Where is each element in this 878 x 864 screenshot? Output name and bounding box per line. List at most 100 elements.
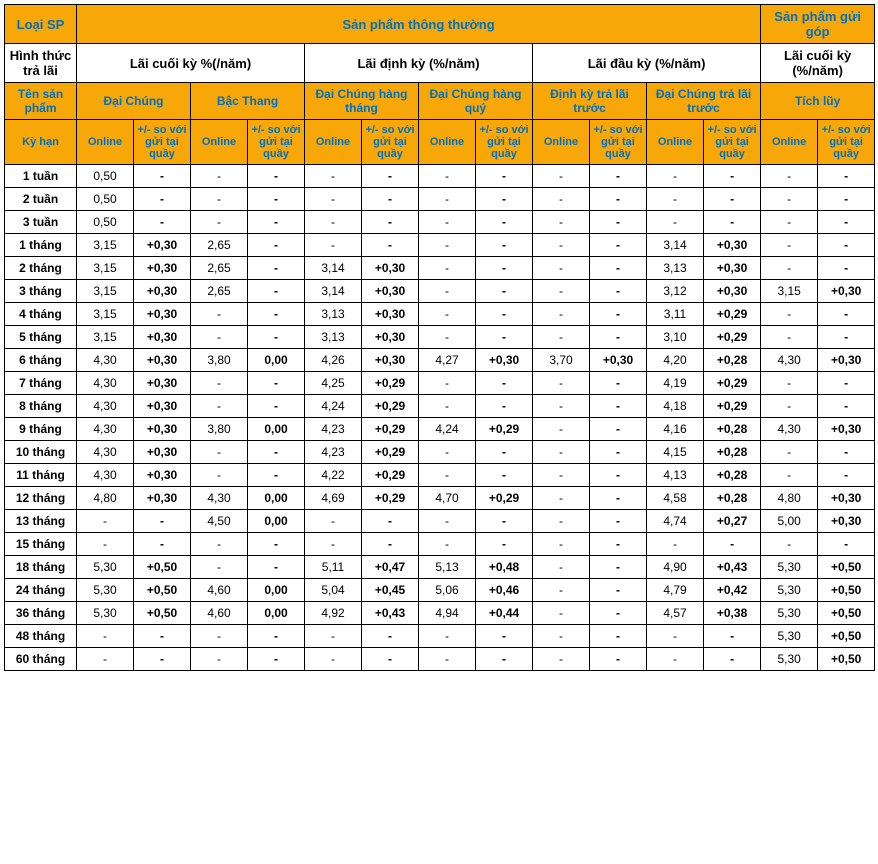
term-label: 48 tháng bbox=[5, 625, 77, 648]
rate-online: 4,15 bbox=[647, 441, 704, 464]
term-label: 5 tháng bbox=[5, 326, 77, 349]
rate-diff: +0,28 bbox=[704, 464, 761, 487]
rate-diff: - bbox=[248, 625, 305, 648]
rate-diff: - bbox=[818, 464, 875, 487]
rate-diff: - bbox=[590, 257, 647, 280]
rate-diff: - bbox=[818, 257, 875, 280]
rate-online: 4,20 bbox=[647, 349, 704, 372]
rate-diff: +0,28 bbox=[704, 418, 761, 441]
rate-online: - bbox=[647, 165, 704, 188]
rate-diff: +0,30 bbox=[362, 349, 419, 372]
rate-online: 2,65 bbox=[191, 257, 248, 280]
rate-diff: - bbox=[134, 211, 191, 234]
rate-online: - bbox=[533, 579, 590, 602]
table-row: 36 tháng5,30+0,504,600,004,92+0,434,94+0… bbox=[5, 602, 875, 625]
rate-online: 4,90 bbox=[647, 556, 704, 579]
rate-online: - bbox=[533, 280, 590, 303]
rate-online: - bbox=[533, 257, 590, 280]
hdr-lai-dau-ky: Lãi đầu kỳ (%/năm) bbox=[533, 44, 761, 83]
rate-online: 3,15 bbox=[77, 280, 134, 303]
rate-diff: - bbox=[590, 395, 647, 418]
rate-online: 4,30 bbox=[77, 441, 134, 464]
rate-diff: - bbox=[476, 326, 533, 349]
rate-online: - bbox=[647, 211, 704, 234]
rate-diff: +0,28 bbox=[704, 349, 761, 372]
rate-diff: - bbox=[248, 303, 305, 326]
rate-diff: - bbox=[704, 211, 761, 234]
rate-online: - bbox=[533, 510, 590, 533]
rate-diff: +0,46 bbox=[476, 579, 533, 602]
rate-online: - bbox=[647, 625, 704, 648]
rate-diff: +0,50 bbox=[134, 602, 191, 625]
rate-online: 4,80 bbox=[761, 487, 818, 510]
hdr-tich-luy: Tích lũy bbox=[761, 83, 875, 120]
rate-diff: - bbox=[476, 510, 533, 533]
rate-diff: +0,30 bbox=[134, 326, 191, 349]
rate-diff: - bbox=[248, 533, 305, 556]
hdr-dc-hang-thang: Đại Chúng hàng tháng bbox=[305, 83, 419, 120]
rate-online: 3,14 bbox=[647, 234, 704, 257]
rate-online: - bbox=[191, 395, 248, 418]
rate-diff: - bbox=[134, 625, 191, 648]
rate-online: - bbox=[761, 372, 818, 395]
rate-diff: +0,30 bbox=[134, 234, 191, 257]
hdr-lai-dinh-ky: Lãi định kỳ (%/năm) bbox=[305, 44, 533, 83]
rate-diff: - bbox=[476, 464, 533, 487]
rate-online: - bbox=[533, 395, 590, 418]
rate-diff: +0,30 bbox=[362, 303, 419, 326]
rate-diff: - bbox=[590, 487, 647, 510]
rate-diff: - bbox=[590, 648, 647, 671]
rate-online: 4,30 bbox=[77, 464, 134, 487]
rate-online: - bbox=[533, 326, 590, 349]
rate-diff: - bbox=[818, 188, 875, 211]
hdr-dinh-ky-truoc: Định kỳ trả lãi trước bbox=[533, 83, 647, 120]
rate-diff: +0,30 bbox=[818, 510, 875, 533]
rate-diff: +0,29 bbox=[362, 372, 419, 395]
rate-diff: +0,30 bbox=[704, 234, 761, 257]
rate-diff: - bbox=[248, 234, 305, 257]
table-row: 1 tháng3,15+0,302,65-------3,14+0,30-- bbox=[5, 234, 875, 257]
rate-online: 3,15 bbox=[761, 280, 818, 303]
rate-diff: - bbox=[590, 441, 647, 464]
rate-online: - bbox=[419, 533, 476, 556]
table-row: 3 tháng3,15+0,302,65-3,14+0,30----3,12+0… bbox=[5, 280, 875, 303]
rate-diff: - bbox=[248, 211, 305, 234]
rate-diff: - bbox=[476, 303, 533, 326]
term-label: 4 tháng bbox=[5, 303, 77, 326]
rate-diff: - bbox=[248, 648, 305, 671]
rate-online: 4,50 bbox=[191, 510, 248, 533]
rate-online: - bbox=[191, 648, 248, 671]
rate-diff: +0,30 bbox=[362, 326, 419, 349]
rate-diff: +0,30 bbox=[134, 418, 191, 441]
rate-diff: - bbox=[362, 625, 419, 648]
rate-diff: - bbox=[248, 556, 305, 579]
rate-online: - bbox=[305, 648, 362, 671]
rate-online: 4,24 bbox=[305, 395, 362, 418]
rate-diff: +0,29 bbox=[704, 303, 761, 326]
rate-online: 3,11 bbox=[647, 303, 704, 326]
rate-online: 3,14 bbox=[305, 280, 362, 303]
rate-online: - bbox=[761, 464, 818, 487]
rate-online: - bbox=[533, 165, 590, 188]
rate-online: - bbox=[533, 441, 590, 464]
rate-online: 3,14 bbox=[305, 257, 362, 280]
rate-online: - bbox=[761, 188, 818, 211]
rate-online: - bbox=[305, 510, 362, 533]
rate-diff: - bbox=[818, 326, 875, 349]
rate-online: - bbox=[419, 441, 476, 464]
rate-diff: - bbox=[248, 326, 305, 349]
rate-diff: +0,30 bbox=[704, 280, 761, 303]
rate-diff: +0,29 bbox=[362, 464, 419, 487]
rate-online: 4,19 bbox=[647, 372, 704, 395]
rate-diff: - bbox=[590, 556, 647, 579]
rate-diff: - bbox=[590, 326, 647, 349]
rate-online: 3,13 bbox=[305, 303, 362, 326]
rate-diff: - bbox=[362, 188, 419, 211]
rate-online: - bbox=[305, 234, 362, 257]
rate-online: - bbox=[305, 211, 362, 234]
rate-diff: +0,30 bbox=[134, 395, 191, 418]
table-row: 2 tuần0,50------------- bbox=[5, 188, 875, 211]
table-row: 13 tháng--4,500,00------4,74+0,275,00+0,… bbox=[5, 510, 875, 533]
rate-online: 5,11 bbox=[305, 556, 362, 579]
term-label: 9 tháng bbox=[5, 418, 77, 441]
